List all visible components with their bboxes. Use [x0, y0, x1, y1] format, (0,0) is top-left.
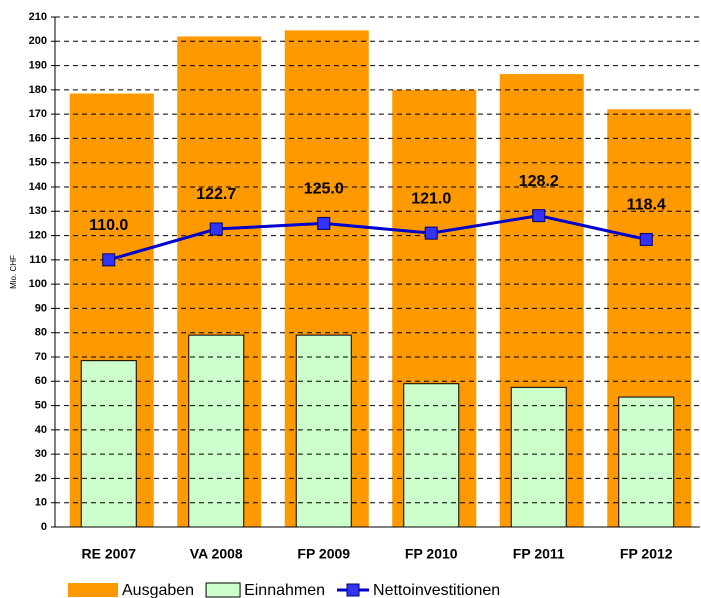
data-label: 122.7 [196, 186, 236, 203]
marker [639, 232, 653, 246]
y-tick-label: 60 [35, 375, 47, 387]
data-label: 110.0 [89, 217, 128, 234]
bar [618, 396, 675, 528]
x-tick-label: FP 2009 [297, 546, 350, 562]
legend-label: Ausgaben [122, 582, 194, 598]
y-tick-label: 200 [29, 35, 47, 47]
y-tick-label: 140 [29, 181, 47, 193]
y-tick-label: 40 [35, 424, 47, 436]
y-tick-label: 70 [35, 351, 47, 363]
y-tick-label: 160 [29, 132, 47, 144]
y-tick-label: 120 [29, 229, 47, 241]
marker [102, 253, 116, 267]
legend-marker [346, 583, 360, 597]
x-tick-label: FP 2012 [620, 546, 673, 562]
data-label: 121.0 [411, 190, 451, 207]
marker [532, 209, 546, 223]
y-tick-label: 170 [29, 108, 47, 120]
bar [295, 334, 352, 528]
y-tick-label: 130 [29, 205, 47, 217]
marker [317, 216, 331, 230]
data-label: 118.4 [627, 197, 666, 214]
y-axis-label: Mio. CHF [9, 255, 18, 289]
legend-label: Nettoinvestitionen [373, 582, 500, 598]
data-label: 128.2 [519, 173, 559, 190]
bar [188, 334, 245, 528]
data-label: 125.0 [304, 181, 344, 198]
legend-swatch [68, 583, 118, 597]
y-tick-label: 30 [35, 448, 47, 460]
x-tick-label: RE 2007 [82, 546, 137, 562]
legend-swatch [205, 582, 241, 598]
marker [209, 222, 223, 236]
y-tick-label: 150 [29, 157, 47, 169]
y-tick-label: 10 [35, 497, 47, 509]
y-tick-label: 0 [41, 521, 47, 533]
y-tick-label: 210 [29, 11, 47, 23]
y-tick-label: 110 [29, 254, 47, 266]
bar [80, 360, 137, 528]
y-tick-label: 190 [29, 59, 47, 71]
y-tick-label: 80 [35, 327, 47, 339]
x-tick-label: FP 2011 [513, 546, 565, 562]
marker [424, 226, 438, 240]
bar [403, 383, 460, 528]
line [108, 214, 647, 262]
y-tick-label: 90 [35, 302, 47, 314]
y-tick-label: 20 [35, 472, 47, 484]
legend-label: Einnahmen [244, 582, 325, 598]
y-tick-label: 100 [29, 278, 47, 290]
x-tick-label: FP 2010 [405, 546, 458, 562]
y-tick-label: 50 [35, 399, 47, 411]
y-tick-label: 180 [29, 84, 47, 96]
bar [510, 386, 567, 528]
x-tick-label: VA 2008 [190, 546, 243, 562]
